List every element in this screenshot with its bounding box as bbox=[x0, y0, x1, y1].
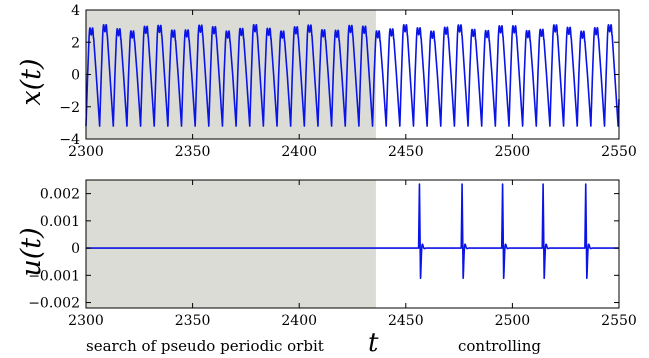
x-ytick-label: −2 bbox=[59, 100, 80, 116]
x-xtick-label: 2450 bbox=[388, 144, 424, 160]
u-xtick-label: 2400 bbox=[281, 313, 317, 329]
u-panel: 2300 2350 2400 2450 2500 2550 0.002 0.001 0 −0.00… bbox=[16, 179, 637, 329]
x-ylabel: x(t) bbox=[16, 58, 47, 105]
u-xtick-label: 2500 bbox=[495, 313, 531, 329]
annotation-controlling: controlling bbox=[458, 337, 541, 355]
u-ylabel: u(t) bbox=[16, 227, 47, 276]
x-ytick-label: 0 bbox=[71, 68, 80, 84]
t-axis-label: t bbox=[368, 328, 379, 358]
u-ytick-label: 0 bbox=[71, 241, 80, 257]
x-axis-ticks: 2300 2350 2400 2450 2500 2550 4 2 0 −2 −4 bbox=[59, 3, 636, 160]
u-plot-frame bbox=[85, 179, 620, 309]
x-xtick-label: 2500 bbox=[495, 144, 531, 160]
u-ytick-label: −0.002 bbox=[28, 296, 80, 312]
u-xtick-label: 2450 bbox=[388, 313, 424, 329]
u-ytick-label: 0.002 bbox=[40, 187, 80, 203]
u-ytick-label: −0.001 bbox=[28, 268, 80, 284]
annotation-search: search of pseudo periodic orbit bbox=[86, 337, 324, 355]
search-phase-shading-bottom bbox=[86, 180, 376, 308]
x-xtick-label: 2550 bbox=[601, 144, 637, 160]
u-ytick-label: 0.001 bbox=[40, 214, 80, 230]
x-xtick-label: 2300 bbox=[68, 144, 104, 160]
u-xtick-label: 2550 bbox=[601, 313, 637, 329]
u-xtick-label: 2300 bbox=[68, 313, 104, 329]
x-panel: 2300 2350 2400 2450 2500 2550 4 2 0 −2 −4 x(t) bbox=[16, 3, 637, 160]
x-ytick-label: 4 bbox=[71, 3, 80, 19]
x-series-line bbox=[85, 23, 620, 127]
x-ytick-label: 2 bbox=[71, 35, 80, 51]
u-series-line bbox=[85, 183, 620, 280]
u-xtick-label: 2350 bbox=[175, 313, 211, 329]
x-ytick-label: −4 bbox=[59, 132, 80, 148]
x-xtick-label: 2350 bbox=[175, 144, 211, 160]
u-axis-ticks: 2300 2350 2400 2450 2500 2550 0.002 0.001 0 −0.00… bbox=[28, 180, 637, 329]
x-xtick-label: 2400 bbox=[281, 144, 317, 160]
